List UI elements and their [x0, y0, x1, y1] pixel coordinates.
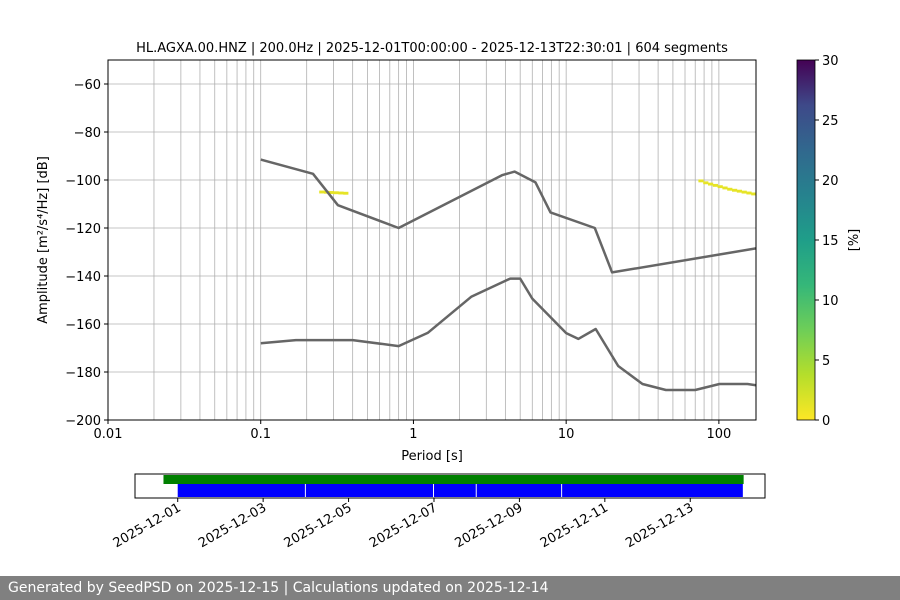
pdf-cell: [328, 191, 334, 194]
pdf-cell: [319, 190, 325, 194]
pdf-cell: [708, 182, 714, 186]
x-axis-label: Period [s]: [401, 449, 463, 464]
ppsd-plot-area: 0.01 0.1 1 10 100 −60 −80 −100 −120 −140 −160 −180…: [36, 59, 757, 464]
pdf-cell: [746, 191, 752, 195]
colorbar-tick-label: 15: [822, 234, 839, 249]
pdf-cell: [703, 181, 709, 185]
colorbar-tick-label: 0: [822, 414, 830, 429]
pdf-cell: [338, 191, 344, 195]
pdf-cell: [343, 191, 349, 195]
pdf-cell: [727, 187, 733, 191]
timeline-tick-label: 2025-12-13: [623, 500, 696, 551]
timeline-tick-label: 2025-12-01: [111, 500, 184, 551]
y-tick-label: −100: [65, 174, 101, 189]
timeline-tick-label: 2025-12-07: [367, 500, 440, 551]
pdf-cell: [751, 192, 756, 196]
noise-model-line: [260, 158, 756, 274]
coverage-bar-blue: [305, 484, 434, 497]
colorbar-ticks: 0 5 10 15 20 25 30: [815, 54, 839, 429]
pdf-cell: [736, 189, 742, 193]
coverage-bar-blue: [476, 484, 562, 497]
colorbar-tick-label: 5: [822, 354, 830, 369]
x-tick-label: 100: [706, 427, 731, 442]
y-tick-label: −140: [65, 270, 101, 285]
pdf-cell: [722, 186, 728, 190]
coverage-bar-green: [163, 475, 744, 484]
timeline-tick-label: 2025-12-09: [452, 500, 525, 551]
footer-bar: Generated by SeedPSD on 2025-12-15 | Cal…: [0, 576, 900, 600]
pdf-cell: [741, 190, 747, 194]
pdf-cell: [712, 183, 718, 187]
timeline-tick-label: 2025-12-03: [196, 500, 269, 551]
data-coverage-timeline: 2025-12-01 2025-12-03 2025-12-05 2025-12-07…: [111, 473, 766, 551]
noise-model-curves: [260, 158, 756, 392]
timeline-tick-label: 2025-12-05: [282, 500, 355, 551]
timeline-tick-label: 2025-12-11: [538, 500, 611, 551]
pdf-cell: [333, 191, 339, 195]
noise-model-line: [260, 277, 756, 392]
pdf-cell: [698, 179, 704, 183]
y-tick-label: −60: [74, 78, 101, 93]
y-axis-label: Amplitude [m²/s⁴/Hz] [dB]: [36, 156, 51, 324]
y-tick-label: −200: [65, 414, 101, 429]
x-tick-label: 1: [409, 427, 417, 442]
y-axis-ticks: −60 −80 −100 −120 −140 −160 −180 −200: [65, 78, 108, 429]
plot-frame: [107, 59, 757, 421]
pdf-cell: [732, 188, 738, 192]
y-tick-label: −120: [65, 222, 101, 237]
colorbar-tick-label: 20: [822, 174, 839, 189]
colorbar-gradient: [796, 59, 816, 421]
colorbar-tick-label: 30: [822, 54, 839, 69]
x-tick-label: 10: [558, 427, 575, 442]
coverage-bar-blue: [562, 484, 743, 497]
coverage-bars: [163, 475, 744, 497]
colorbar: 0 5 10 15 20 25 30 [%]: [796, 54, 862, 429]
x-axis-ticks: 0.01 0.1 1 10 100: [94, 420, 731, 442]
x-tick-label: 0.01: [94, 427, 123, 442]
pdf-cell: [717, 185, 723, 189]
y-tick-label: −160: [65, 318, 101, 333]
pdf-heatmap: [319, 179, 756, 196]
coverage-bar-blue: [177, 484, 305, 497]
timeline-date-ticks: 2025-12-01 2025-12-03 2025-12-05 2025-12-07…: [111, 498, 696, 551]
colorbar-label: [%]: [847, 229, 862, 252]
x-tick-label: 0.1: [250, 427, 271, 442]
grid-lines: [107, 60, 756, 421]
chart-title: HL.AGXA.00.HNZ | 200.0Hz | 2025-12-01T00…: [136, 41, 728, 56]
coverage-bar-blue: [433, 484, 476, 497]
y-tick-label: −80: [74, 126, 101, 141]
footer-text: Generated by SeedPSD on 2025-12-15 | Cal…: [8, 580, 549, 596]
y-tick-label: −180: [65, 366, 101, 381]
colorbar-tick-label: 25: [822, 114, 839, 129]
colorbar-tick-label: 10: [822, 294, 839, 309]
